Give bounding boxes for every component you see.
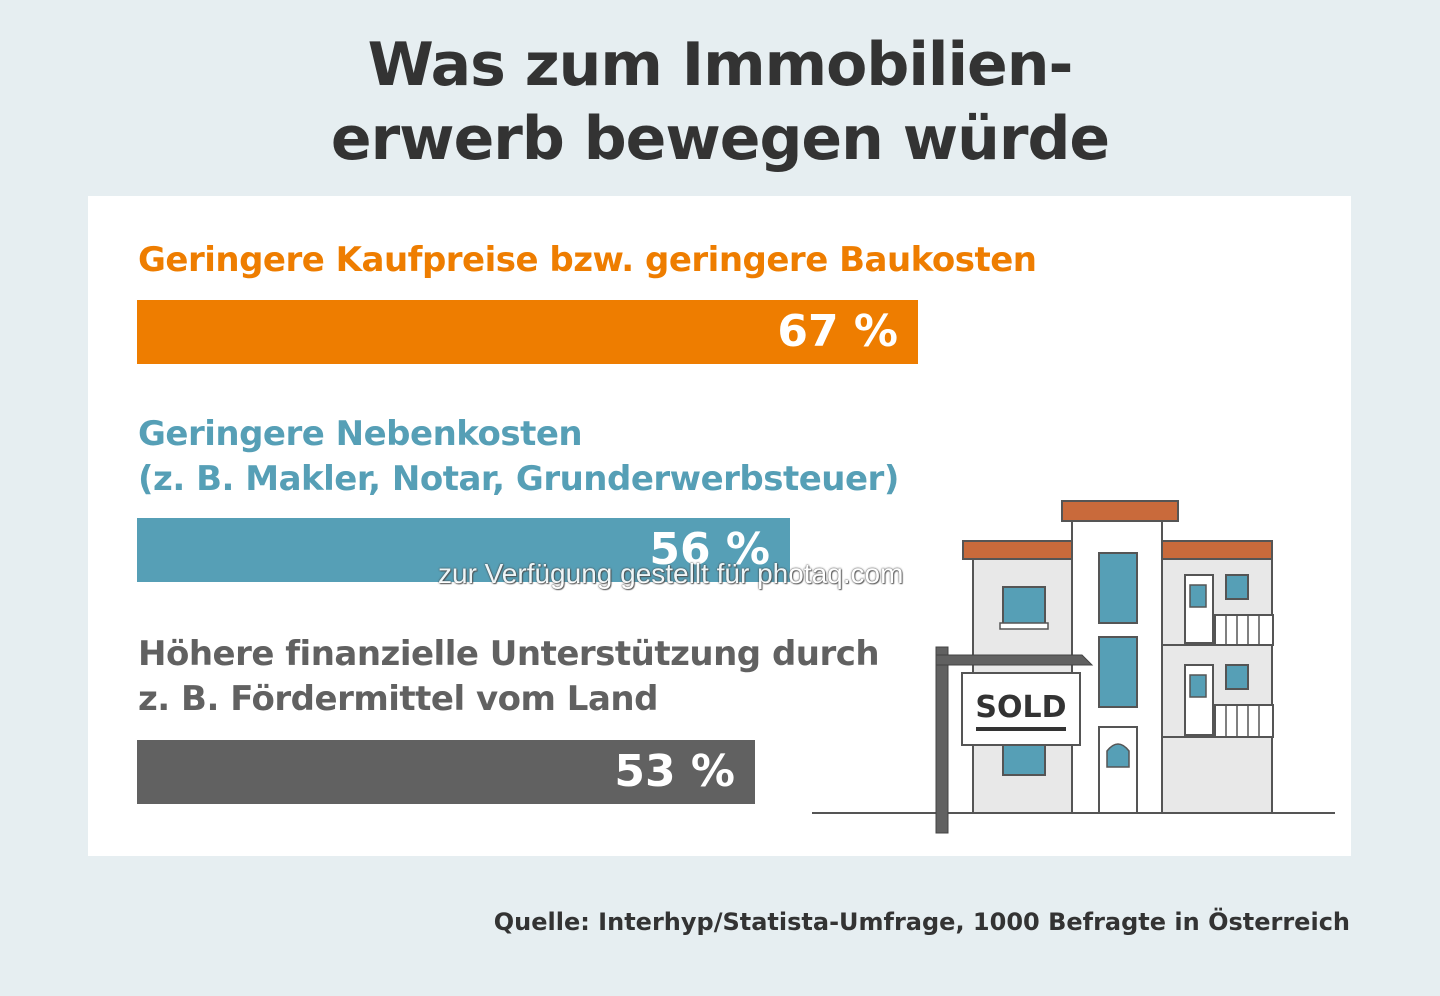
category-label-foerdermittel: Höhere finanzielle Unterstützung durch z… xyxy=(138,632,880,722)
category-label-line: z. B. Fördermittel vom Land xyxy=(138,679,658,719)
bar-foerdermittel: 53 % xyxy=(137,740,755,804)
bar-value-label: 67 % xyxy=(777,306,898,357)
title-line-2: erwerb bewegen würde xyxy=(330,104,1110,174)
category-label-kaufpreise: Geringere Kaufpreise bzw. geringere Bauk… xyxy=(138,238,1037,283)
category-label-line: Geringere Nebenkosten xyxy=(138,414,583,454)
watermark: zur Verfügung gestellt für photaq.com xyxy=(438,558,904,589)
category-label-line: Höhere finanzielle Unterstützung durch xyxy=(138,634,880,674)
category-label-nebenkosten: Geringere Nebenkosten (z. B. Makler, Not… xyxy=(138,412,899,502)
house-sold-illustration: SOLD xyxy=(812,500,1335,834)
category-label-line: (z. B. Makler, Notar, Grunderwerbsteuer) xyxy=(138,459,899,499)
source-note: Quelle: Interhyp/Statista-Umfrage, 1000 … xyxy=(493,908,1350,936)
bar-kaufpreise: 67 % xyxy=(137,300,918,364)
bar-nebenkosten: 56 % xyxy=(137,518,790,582)
bar-value-label: 56 % xyxy=(649,524,770,575)
sold-sign-text: SOLD xyxy=(975,690,1066,725)
title-line-1: Was zum Immobilien- xyxy=(367,30,1074,100)
page-title: Was zum Immobilien- erwerb bewegen würde xyxy=(0,28,1440,176)
category-label-line: Geringere Kaufpreise bzw. geringere Bauk… xyxy=(138,240,1037,280)
bar-value-label: 53 % xyxy=(614,746,735,797)
